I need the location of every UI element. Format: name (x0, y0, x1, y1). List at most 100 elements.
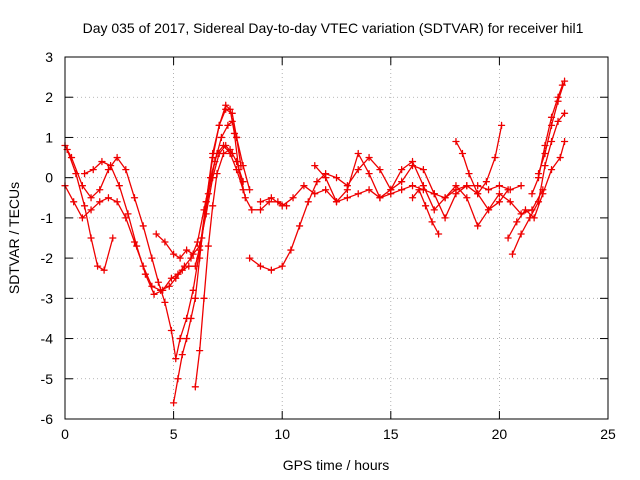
data-point (295, 222, 304, 230)
data-point (189, 250, 197, 258)
series-arc-13 (528, 81, 567, 198)
data-point (534, 169, 543, 178)
data-point (354, 190, 362, 198)
data-point (458, 149, 467, 158)
data-point (513, 218, 521, 226)
data-point (172, 355, 180, 363)
series-trace (83, 144, 244, 295)
data-point (78, 182, 87, 190)
series-arc-4 (80, 141, 247, 298)
data-point (150, 290, 158, 298)
data-point (332, 174, 341, 182)
data-point (93, 262, 102, 270)
data-point (167, 326, 176, 335)
data-point (182, 334, 191, 343)
data-point (133, 242, 141, 250)
data-point (189, 286, 197, 294)
data-point (495, 190, 504, 198)
data-point (87, 234, 95, 242)
data-point (541, 161, 549, 170)
data-point (139, 222, 147, 230)
series-arc-15 (452, 121, 506, 198)
data-point (130, 194, 139, 202)
series-arc-14 (534, 77, 569, 178)
data-point (491, 153, 499, 162)
data-point (474, 222, 482, 230)
data-point (109, 234, 117, 242)
series-arc-16 (408, 186, 443, 238)
data-point (265, 198, 273, 206)
data-point (256, 198, 265, 206)
data-point (495, 182, 504, 190)
chart-title: Day 035 of 2017, Sidereal Day-to-day VTE… (83, 20, 584, 36)
data-point (354, 149, 362, 158)
data-point (441, 194, 449, 202)
series-arc-3 (63, 145, 117, 274)
data-point (178, 350, 186, 359)
y-tick-label: 3 (45, 49, 53, 65)
data-point (96, 186, 104, 194)
data-point (245, 186, 254, 194)
data-point (463, 194, 471, 202)
data-point (115, 182, 123, 190)
series-arc-1 (61, 101, 291, 363)
x-axis-label: GPS time / hours (283, 457, 390, 473)
series-arc-5 (152, 141, 236, 262)
data-point (287, 246, 295, 254)
x-tick-label: 10 (274, 426, 290, 442)
data-point (332, 198, 341, 206)
data-point (419, 182, 428, 190)
data-point (560, 77, 569, 85)
data-point (169, 250, 178, 258)
data-point (239, 178, 247, 186)
data-point (161, 298, 169, 307)
data-point (547, 137, 556, 146)
data-point (167, 274, 176, 282)
data-point (321, 186, 330, 194)
data-point (204, 242, 213, 250)
data-point (209, 202, 217, 210)
data-point (365, 153, 373, 162)
y-tick-label: 2 (45, 89, 53, 105)
y-tick-label: -3 (41, 290, 54, 306)
data-point (200, 206, 208, 214)
data-point (154, 278, 163, 286)
series-arc-7 (191, 145, 247, 391)
x-tick-label: 15 (383, 426, 399, 442)
data-point (419, 165, 428, 174)
data-point (174, 375, 182, 383)
data-point (484, 206, 493, 214)
data-point (232, 157, 241, 166)
data-point (174, 270, 182, 278)
data-point (408, 157, 417, 166)
data-point (398, 178, 406, 186)
data-point (215, 121, 223, 130)
data-point (72, 169, 80, 178)
data-point (365, 186, 373, 194)
y-tick-label: -2 (41, 250, 54, 266)
data-point (321, 174, 330, 182)
axis-ticks: 0 5 10 15 20 25 -6 -5 -4 -3 -2 -1 0 1 2 3 (41, 49, 616, 442)
y-tick-label: -1 (41, 210, 54, 226)
data-point (124, 210, 132, 218)
data-point (191, 262, 199, 270)
data-point (100, 266, 108, 274)
data-point (141, 270, 150, 278)
data-point (209, 149, 217, 158)
plot-frame (64, 56, 609, 420)
data-point (176, 254, 184, 262)
data-point (434, 230, 443, 238)
data-point (452, 182, 460, 190)
x-tick-label: 5 (170, 426, 178, 442)
data-point (398, 186, 406, 194)
series-trace (64, 120, 251, 291)
data-point (430, 190, 438, 198)
data-point (113, 153, 121, 162)
data-point (228, 109, 236, 117)
data-point (196, 254, 204, 262)
data-point (245, 254, 254, 262)
data-point (209, 174, 217, 182)
data-point (508, 250, 517, 258)
y-axis-label: SDTVAR / TECUs (6, 182, 22, 294)
series-trace (314, 152, 544, 227)
